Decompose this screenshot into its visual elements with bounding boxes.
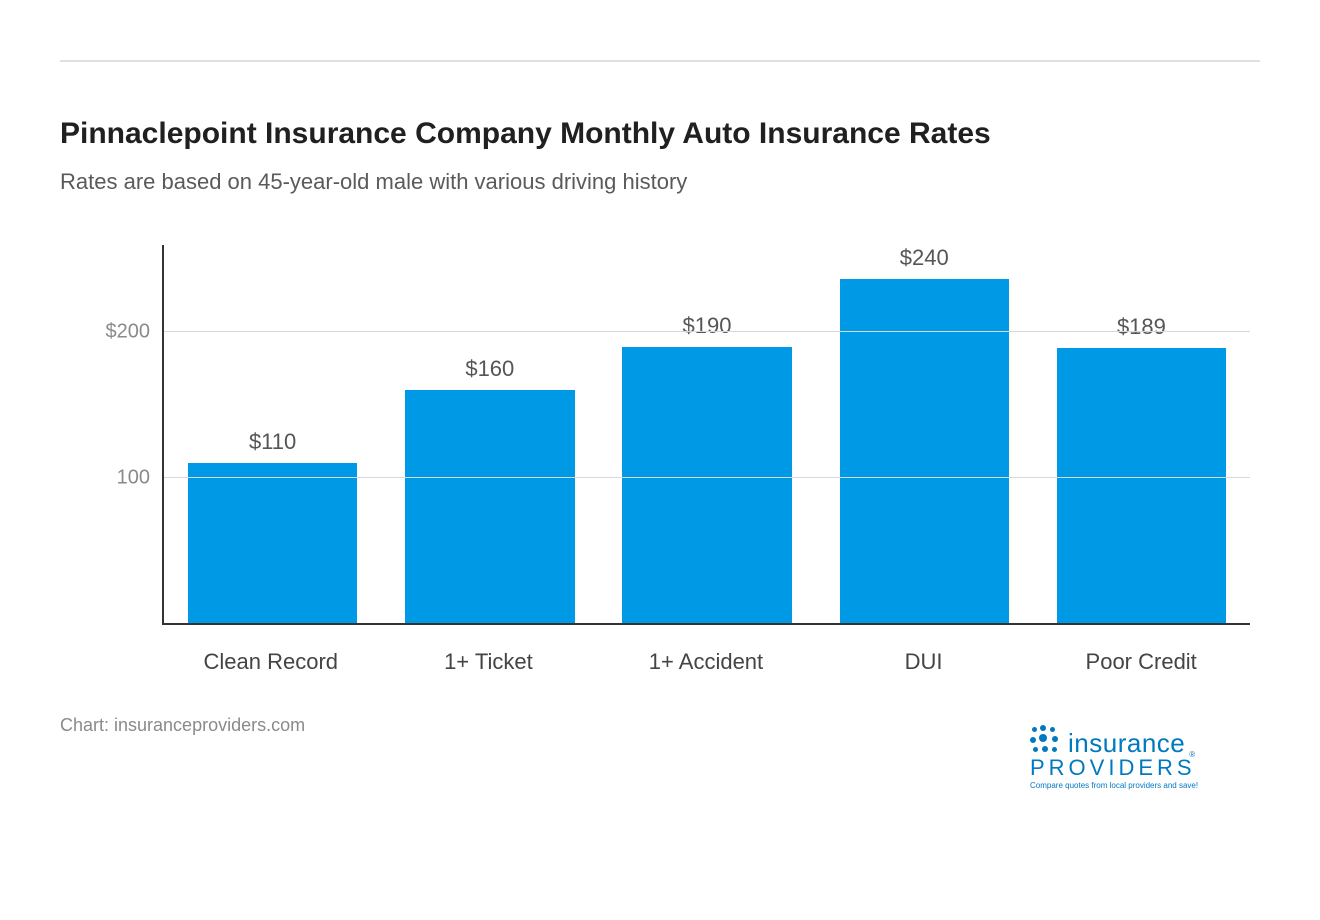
x-axis-labels: Clean Record1+ Ticket1+ AccidentDUIPoor … bbox=[162, 635, 1250, 685]
logo-tagline: Compare quotes from local providers and … bbox=[1030, 781, 1260, 790]
bar-value-label: $190 bbox=[683, 313, 732, 339]
bar bbox=[188, 463, 357, 623]
x-axis-label: Poor Credit bbox=[1032, 635, 1250, 685]
bar-value-label: $240 bbox=[900, 245, 949, 271]
bar-slot: $190 bbox=[598, 245, 815, 623]
brand-logo: insurance ® PROVIDERS Compare quotes fro… bbox=[1030, 725, 1260, 790]
bar-slot: $189 bbox=[1033, 245, 1250, 623]
x-axis-label: DUI bbox=[815, 635, 1033, 685]
x-axis-label: 1+ Accident bbox=[597, 635, 815, 685]
logo-word-providers: PROVIDERS bbox=[1030, 755, 1260, 781]
bar-slot: $110 bbox=[164, 245, 381, 623]
x-axis-label: Clean Record bbox=[162, 635, 380, 685]
bar-value-label: $110 bbox=[249, 429, 296, 455]
bar-slot: $160 bbox=[381, 245, 598, 623]
bar bbox=[622, 347, 791, 623]
footer: Chart: insuranceproviders.com insurance … bbox=[60, 715, 1260, 825]
bar bbox=[405, 390, 574, 623]
x-axis-label: 1+ Ticket bbox=[380, 635, 598, 685]
bar-slot: $240 bbox=[816, 245, 1033, 623]
bar-value-label: $160 bbox=[465, 356, 514, 382]
chart-title: Pinnaclepoint Insurance Company Monthly … bbox=[60, 117, 1260, 151]
gridline bbox=[164, 331, 1250, 332]
logo-row: insurance ® bbox=[1030, 725, 1260, 759]
divider bbox=[60, 60, 1260, 62]
chart-area: $110 $160 $190 $240 $189 100 $200 Clean Recor… bbox=[82, 245, 1260, 685]
logo-dots-icon bbox=[1030, 725, 1064, 759]
y-tick-label: 100 bbox=[117, 466, 164, 489]
gridline bbox=[164, 477, 1250, 478]
bar bbox=[1057, 348, 1226, 623]
bar-value-label: $189 bbox=[1117, 314, 1166, 340]
plot-region: $110$160$190$240$189 100$200 bbox=[162, 245, 1250, 625]
y-tick-label: $200 bbox=[106, 321, 165, 344]
bars-group: $110 $160 $190 $240 $189 bbox=[164, 245, 1250, 623]
chart-subtitle: Rates are based on 45-year-old male with… bbox=[60, 169, 1260, 195]
chart-container: Pinnaclepoint Insurance Company Monthly … bbox=[0, 0, 1320, 845]
